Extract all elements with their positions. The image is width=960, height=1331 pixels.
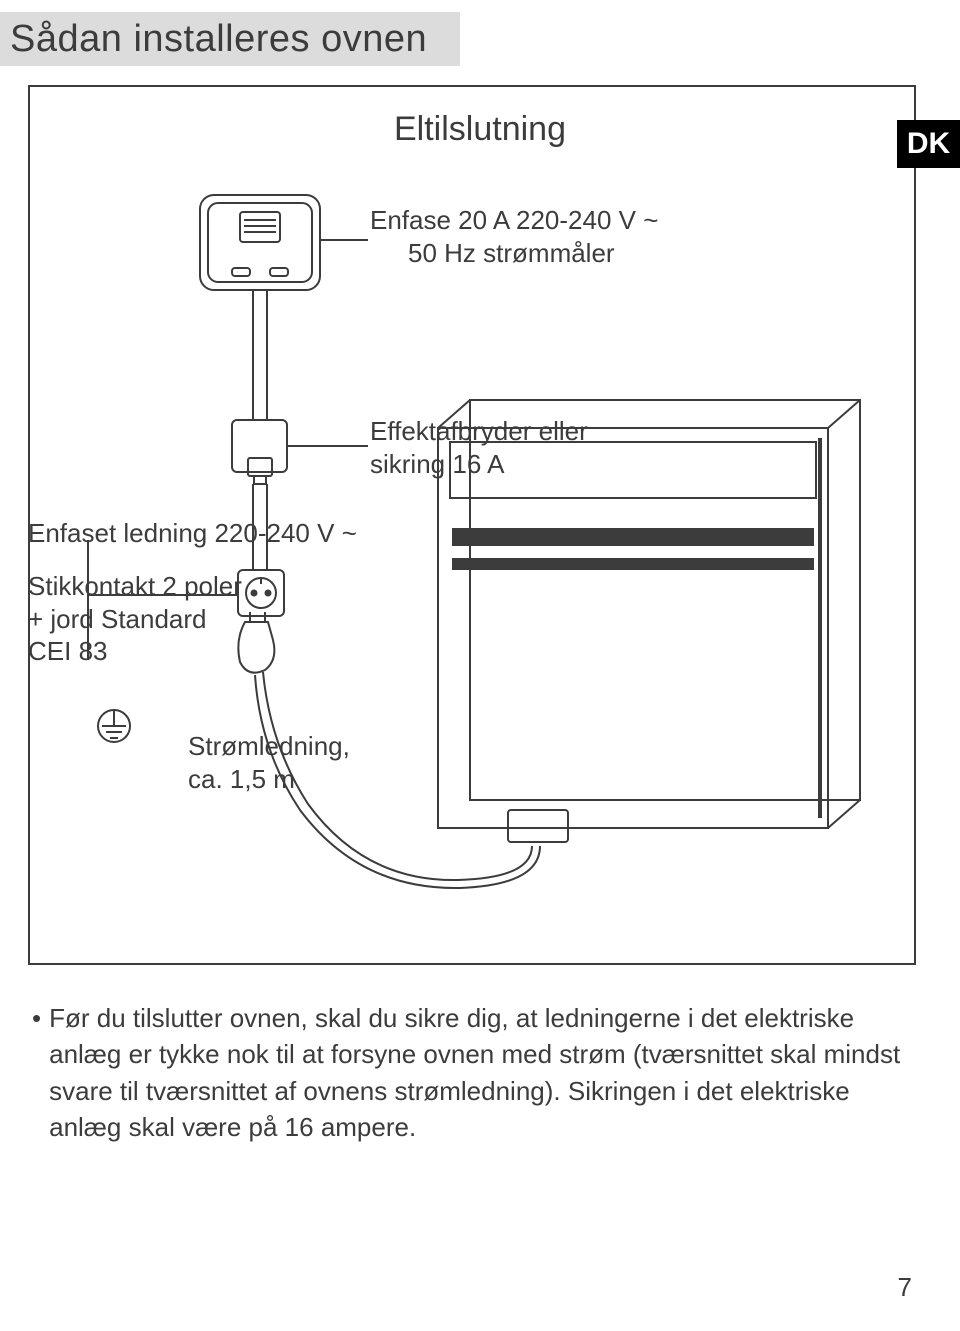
language-badge: DK xyxy=(897,120,960,168)
bullet-dot: • xyxy=(32,1000,41,1146)
cable-label: Strømledning, ca. 1,5 m xyxy=(188,730,350,795)
socket-box xyxy=(238,570,284,616)
page-title: Sådan installeres ovnen xyxy=(10,18,427,61)
ground-symbol-icon xyxy=(98,710,130,742)
breaker-box xyxy=(232,420,287,472)
page-number: 7 xyxy=(898,1272,912,1303)
diagram-svg xyxy=(40,170,900,950)
wire-label: Enfaset ledning 220-240 V ~ xyxy=(28,517,357,550)
section-subtitle: Eltilslutning xyxy=(60,110,900,149)
plug-icon xyxy=(238,612,274,673)
breaker-label-line1: Effektafbryder eller xyxy=(370,416,588,446)
body-paragraph: • Før du tilslutter ovnen, skal du sikre… xyxy=(32,1000,922,1146)
title-bar: Sådan installeres ovnen xyxy=(0,12,460,66)
cable-label-line1: Strømledning, xyxy=(188,731,350,761)
body-text-content: Før du tilslutter ovnen, skal du sikre d… xyxy=(49,1000,922,1146)
breaker-label-line2: sikring 16 A xyxy=(370,449,504,479)
socket-label-line1: Stikkontakt 2 poler xyxy=(28,571,242,601)
meter-label-line1: Enfase 20 A 220-240 V ~ xyxy=(370,205,658,235)
wiring-diagram: Enfase 20 A 220-240 V ~ 50 Hz strømmåler… xyxy=(40,170,900,950)
socket-label: Stikkontakt 2 poler + jord Standard CEI … xyxy=(28,570,242,668)
socket-label-line3: CEI 83 xyxy=(28,636,108,666)
breaker-label: Effektafbryder eller sikring 16 A xyxy=(370,415,588,480)
cable-label-line2: ca. 1,5 m xyxy=(188,764,295,794)
socket-label-line2: + jord Standard xyxy=(28,604,207,634)
meter-label-line2: 50 Hz strømmåler xyxy=(370,238,615,268)
meter-label: Enfase 20 A 220-240 V ~ 50 Hz strømmåler xyxy=(370,204,658,269)
